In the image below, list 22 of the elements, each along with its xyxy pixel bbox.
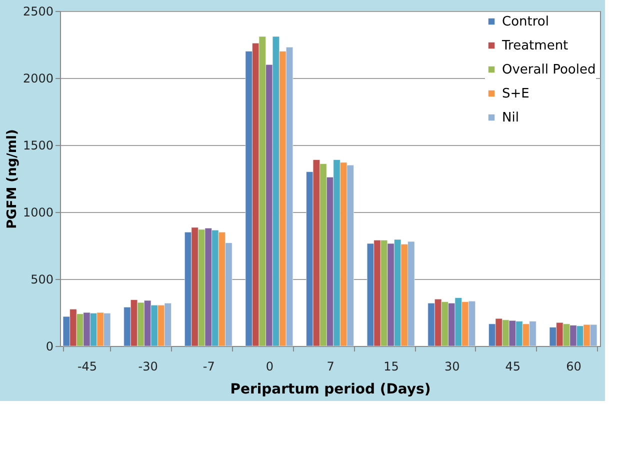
legend-label: S+E: [502, 86, 530, 102]
y-tick-label: 2000: [22, 72, 54, 86]
y-tick-label: 500: [30, 272, 54, 286]
x-tick-label: 30: [444, 360, 460, 374]
x-axis-title: Peripartum period (Days): [230, 382, 431, 398]
legend-label: Treatment: [501, 38, 568, 54]
legend-label: Overall Pooled: [502, 62, 596, 78]
x-tick-label: 0: [266, 360, 274, 374]
y-tick-label: 1000: [22, 206, 54, 220]
x-tick-label: 15: [384, 360, 399, 374]
x-tick-label: 7: [326, 360, 334, 374]
x-tick-label: -30: [138, 360, 158, 374]
x-tick-label: 60: [566, 360, 582, 374]
y-tick-label: 2500: [22, 4, 54, 18]
y-tick-label: 1500: [22, 138, 54, 152]
legend-label: Control: [502, 14, 549, 30]
x-tick-label: 45: [505, 360, 521, 374]
y-tick-label: 0: [46, 340, 54, 354]
x-tick-label: -45: [77, 360, 98, 374]
x-tick-label: -7: [202, 360, 215, 374]
y-axis-title: PGFM (ng/ml): [4, 129, 20, 229]
legend-label: Nil: [502, 110, 519, 126]
